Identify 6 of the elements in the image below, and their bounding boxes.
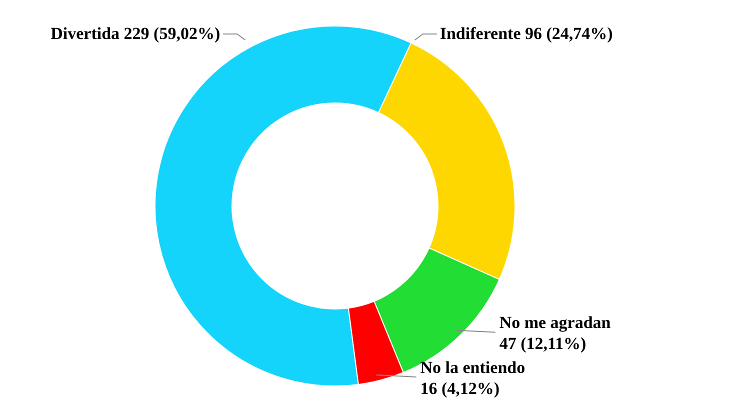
data-label: 16 (4,12%) [420, 378, 500, 398]
slice-label: Divertida 229 (59,02%) [50, 24, 220, 43]
slice-label: No la entiendo [420, 358, 526, 377]
slice-label: Indiferente 96 (24,74%) [440, 24, 613, 43]
data-label: 47 (12,11%) [499, 334, 586, 354]
slice-label: No me agradan [499, 313, 612, 332]
